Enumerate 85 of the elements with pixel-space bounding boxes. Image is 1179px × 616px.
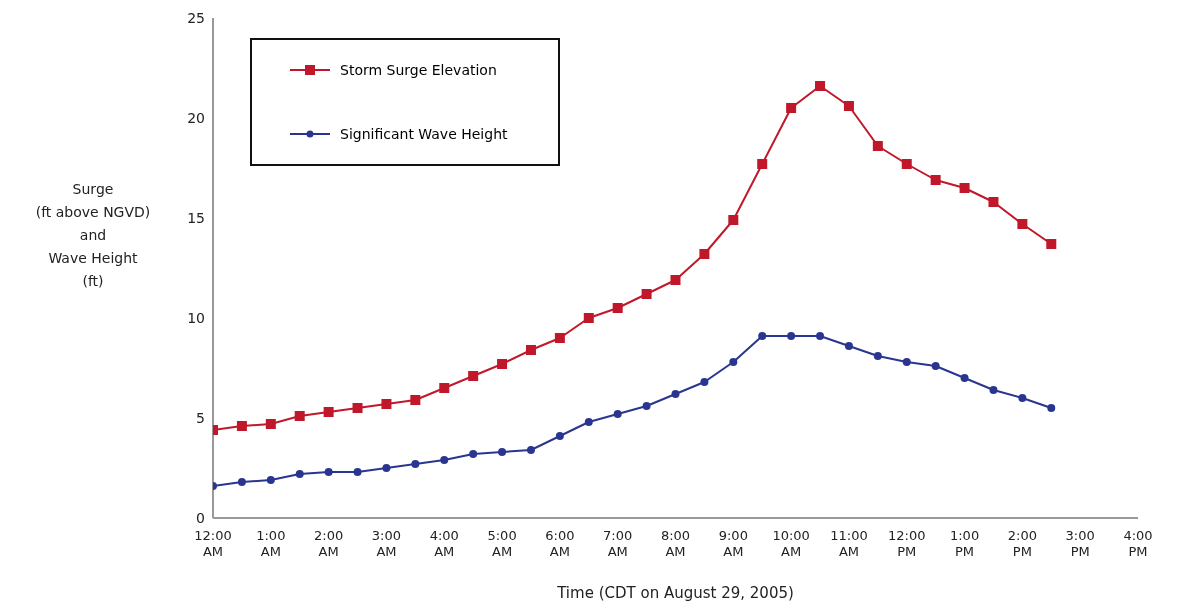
legend-label: Significant Wave Height bbox=[340, 126, 508, 142]
point bbox=[843, 101, 854, 111]
x-tick-label: 7:00 AM bbox=[603, 528, 633, 559]
point bbox=[468, 371, 479, 381]
point bbox=[555, 432, 564, 440]
point bbox=[844, 342, 853, 350]
point bbox=[294, 411, 305, 421]
point bbox=[988, 197, 999, 207]
point bbox=[353, 468, 362, 476]
point bbox=[265, 419, 276, 429]
x-tick-label: 4:00 AM bbox=[429, 528, 459, 559]
y-tick-label: 10 bbox=[187, 309, 205, 326]
point bbox=[671, 390, 680, 398]
y-tick-label: 15 bbox=[187, 209, 205, 226]
x-tick-label: 12:00 PM bbox=[888, 528, 926, 559]
point bbox=[612, 303, 623, 313]
point bbox=[266, 476, 275, 484]
y-tick-label: 0 bbox=[196, 509, 205, 526]
point bbox=[642, 402, 651, 410]
point bbox=[670, 275, 681, 285]
y-axis-title: Surge (ft above NGVD) and Wave Height (ft) bbox=[34, 180, 152, 291]
point bbox=[1046, 239, 1057, 249]
point bbox=[381, 399, 392, 409]
point bbox=[526, 446, 535, 454]
point bbox=[700, 378, 709, 386]
y-tick-label: 20 bbox=[187, 109, 205, 126]
x-axis-title: Time (CDT on August 29, 2005) bbox=[556, 584, 794, 602]
x-tick-label: 9:00 AM bbox=[718, 528, 748, 559]
point bbox=[641, 289, 652, 299]
x-tick-label: 8:00 AM bbox=[660, 528, 691, 559]
x-tick-label: 6:00 AM bbox=[545, 528, 575, 559]
point bbox=[901, 159, 912, 169]
point bbox=[469, 450, 478, 458]
point bbox=[1047, 404, 1056, 412]
point bbox=[902, 358, 911, 366]
legend-label: Storm Surge Elevation bbox=[340, 62, 497, 78]
point bbox=[323, 407, 334, 417]
x-tick-label: 12:00 AM bbox=[194, 528, 232, 559]
x-tick-label: 11:00 AM bbox=[830, 528, 868, 559]
point bbox=[816, 332, 825, 340]
y-tick-label: 25 bbox=[187, 9, 205, 26]
point bbox=[497, 359, 508, 369]
x-tick-label: 1:00 PM bbox=[949, 528, 980, 559]
point bbox=[1017, 219, 1028, 229]
point bbox=[815, 81, 826, 91]
point bbox=[236, 421, 247, 431]
point bbox=[872, 141, 883, 151]
x-tick-label: 10:00 AM bbox=[772, 528, 810, 559]
point bbox=[584, 418, 593, 426]
point bbox=[411, 460, 420, 468]
point bbox=[410, 395, 421, 405]
point bbox=[873, 352, 882, 360]
point bbox=[613, 410, 622, 418]
point bbox=[989, 386, 998, 394]
x-tick-label: 3:00 PM bbox=[1065, 528, 1095, 559]
x-tick-label: 2:00 AM bbox=[314, 528, 344, 559]
point bbox=[959, 183, 970, 193]
point bbox=[787, 332, 796, 340]
point bbox=[525, 345, 536, 355]
point bbox=[295, 470, 304, 478]
point bbox=[728, 215, 739, 225]
point bbox=[554, 333, 565, 343]
point bbox=[237, 478, 246, 486]
point bbox=[440, 456, 449, 464]
x-tick-label: 1:00 AM bbox=[256, 528, 286, 559]
x-tick-label: 2:00 PM bbox=[1007, 528, 1037, 559]
point bbox=[1018, 394, 1027, 402]
point bbox=[786, 103, 797, 113]
point bbox=[583, 313, 594, 323]
point bbox=[382, 464, 391, 472]
point bbox=[960, 374, 969, 382]
point bbox=[729, 358, 738, 366]
point bbox=[758, 332, 767, 340]
point bbox=[931, 362, 940, 370]
point bbox=[930, 175, 941, 185]
point bbox=[498, 448, 507, 456]
x-tick-label: 3:00 AM bbox=[371, 528, 402, 559]
point bbox=[699, 249, 710, 259]
x-tick-label: 5:00 AM bbox=[487, 528, 517, 559]
point bbox=[352, 403, 363, 413]
point bbox=[439, 383, 450, 393]
x-tick-label: 4:00 PM bbox=[1123, 528, 1153, 559]
y-tick-label: 5 bbox=[196, 409, 205, 426]
point bbox=[757, 159, 768, 169]
point bbox=[324, 468, 333, 476]
